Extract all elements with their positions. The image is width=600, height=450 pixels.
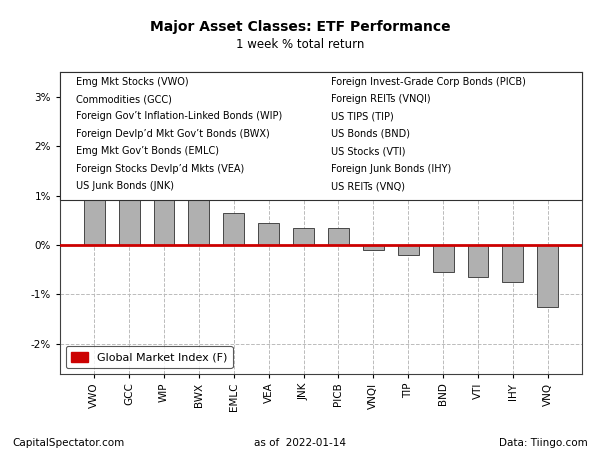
Text: 1 week % total return: 1 week % total return <box>236 38 364 51</box>
Text: Foreign Invest-Grade Corp Bonds (PICB): Foreign Invest-Grade Corp Bonds (PICB) <box>331 76 526 86</box>
Text: US Junk Bonds (JNK): US Junk Bonds (JNK) <box>76 181 173 191</box>
Text: Foreign Gov’t Inflation-Linked Bonds (WIP): Foreign Gov’t Inflation-Linked Bonds (WI… <box>76 112 282 122</box>
Bar <box>154 171 175 245</box>
Text: Foreign Stocks Devlp’d Mkts (VEA): Foreign Stocks Devlp’d Mkts (VEA) <box>76 164 244 174</box>
Bar <box>328 228 349 245</box>
Bar <box>502 245 523 282</box>
Legend: Global Market Index (F): Global Market Index (F) <box>65 346 233 368</box>
Text: US REITs (VNQ): US REITs (VNQ) <box>331 181 406 191</box>
Bar <box>467 245 488 277</box>
Bar <box>363 245 384 250</box>
Bar <box>433 245 454 272</box>
Text: Foreign Devlp’d Mkt Gov’t Bonds (BWX): Foreign Devlp’d Mkt Gov’t Bonds (BWX) <box>76 129 269 139</box>
Bar <box>398 245 419 255</box>
Text: CapitalSpectator.com: CapitalSpectator.com <box>12 438 124 448</box>
Bar <box>188 198 209 245</box>
Bar <box>538 245 558 307</box>
Bar <box>84 109 104 245</box>
Text: US TIPS (TIP): US TIPS (TIP) <box>331 112 394 122</box>
Text: Foreign Junk Bonds (IHY): Foreign Junk Bonds (IHY) <box>331 164 452 174</box>
Bar <box>293 228 314 245</box>
Text: US Stocks (VTI): US Stocks (VTI) <box>331 146 406 157</box>
Text: Commodities (GCC): Commodities (GCC) <box>76 94 172 104</box>
Text: Data: Tiingo.com: Data: Tiingo.com <box>499 438 588 448</box>
Bar <box>258 223 279 245</box>
Bar <box>223 213 244 245</box>
Text: Emg Mkt Stocks (VWO): Emg Mkt Stocks (VWO) <box>76 76 188 86</box>
Text: Major Asset Classes: ETF Performance: Major Asset Classes: ETF Performance <box>149 20 451 34</box>
Text: as of  2022-01-14: as of 2022-01-14 <box>254 438 346 448</box>
Text: Emg Mkt Gov’t Bonds (EMLC): Emg Mkt Gov’t Bonds (EMLC) <box>76 146 218 157</box>
Text: Foreign REITs (VNQI): Foreign REITs (VNQI) <box>331 94 431 104</box>
Text: US Bonds (BND): US Bonds (BND) <box>331 129 410 139</box>
Bar <box>119 131 140 245</box>
Bar <box>60 72 582 200</box>
